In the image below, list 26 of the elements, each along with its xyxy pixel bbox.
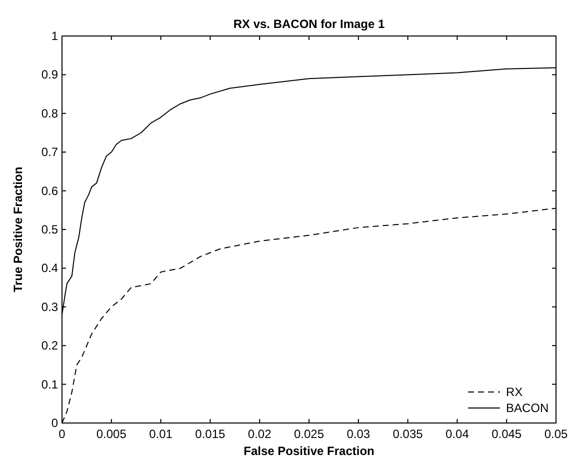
x-tick-label: 0.05 [544, 427, 568, 441]
y-tick-label: 0 [51, 416, 58, 430]
y-tick-label: 1 [51, 29, 58, 43]
y-tick-label: 0.6 [41, 184, 58, 198]
x-tick-label: 0.005 [96, 427, 127, 441]
y-axis-title: True Positive Fraction [11, 166, 25, 292]
y-tick-label: 0.9 [41, 68, 58, 82]
x-axis-title: False Positive Fraction [244, 444, 374, 458]
y-tick-label: 0.3 [41, 300, 58, 314]
x-tick-label: 0.03 [346, 427, 370, 441]
legend-label: RX [506, 385, 523, 399]
y-tick-label: 0.5 [41, 222, 58, 236]
y-tick-label: 0.2 [41, 338, 58, 353]
y-tick-label: 0.7 [41, 145, 58, 160]
x-tick-label: 0.025 [294, 427, 324, 441]
x-tick-label: 0.015 [195, 427, 226, 441]
y-tick-label: 0.4 [41, 261, 58, 276]
legend-label: BACON [506, 401, 549, 415]
y-tick-label: 0.1 [41, 377, 58, 392]
x-tick-label: 0.04 [446, 427, 470, 441]
x-tick-label: 0.01 [149, 427, 173, 441]
chart-title: RX vs. BACON for Image 1 [233, 17, 386, 31]
x-tick-label: 0.02 [248, 427, 272, 441]
y-tick-label: 0.8 [41, 106, 58, 120]
x-tick-label: 0.035 [392, 427, 424, 441]
x-tick-label: 0.045 [492, 427, 522, 441]
